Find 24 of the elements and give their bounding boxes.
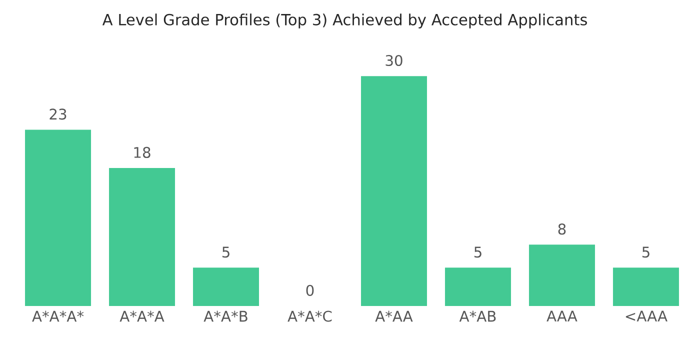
x-tick-label: AAA: [546, 310, 578, 322]
data-label: 5: [222, 246, 230, 258]
bar: [612, 268, 679, 306]
bar: [109, 168, 176, 306]
bar: [25, 130, 92, 306]
data-label: 5: [642, 246, 650, 258]
bar: [528, 244, 595, 306]
x-tick-label: A*A*C: [288, 310, 332, 322]
x-tick-label: <AAA: [626, 310, 668, 322]
x-tick-label: A*A*A*: [32, 310, 84, 322]
x-tick-label: A*A*A: [120, 310, 164, 322]
bar: [444, 268, 511, 306]
x-tick-label: A*AA: [375, 310, 413, 322]
data-label: 30: [386, 54, 402, 66]
chart-title: A Level Grade Profiles (Top 3) Achieved by Accepted Applicants: [102, 14, 587, 28]
data-label: 5: [474, 246, 482, 258]
data-label: 0: [306, 284, 314, 296]
data-label: 18: [134, 146, 150, 158]
bar: [193, 268, 259, 306]
data-label: 23: [50, 108, 66, 120]
x-tick-label: A*A*B: [204, 310, 248, 322]
x-tick-label: A*AB: [459, 310, 496, 322]
bar: [360, 76, 427, 306]
data-label: 8: [558, 224, 566, 235]
